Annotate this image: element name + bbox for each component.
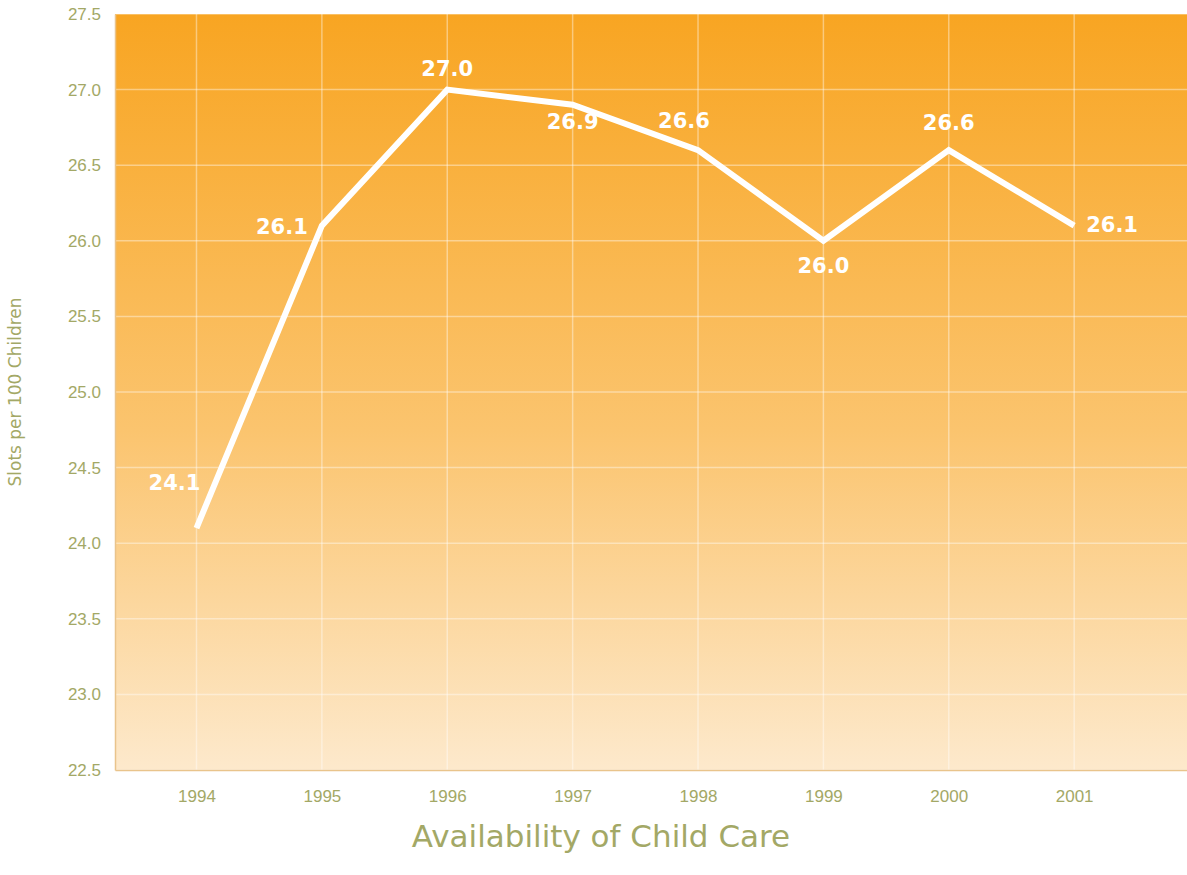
grid-line bbox=[196, 14, 198, 770]
x-tick-label: 1997 bbox=[554, 787, 592, 806]
y-tick-label: 26.0 bbox=[68, 232, 101, 251]
data-label: 24.1 bbox=[149, 471, 201, 495]
plot-background bbox=[115, 14, 1187, 770]
x-tick-label: 1994 bbox=[178, 787, 216, 806]
grid-line bbox=[115, 618, 1187, 620]
x-axis: 1994 1995 1996 1997 1998 1999 2000 2001 bbox=[116, 770, 1187, 806]
data-label: 26.6 bbox=[658, 109, 710, 133]
x-tick: 1996 bbox=[429, 770, 467, 806]
grid-line bbox=[115, 13, 1187, 15]
y-tick: 27.5 bbox=[68, 5, 115, 24]
y-tick: 23.0 bbox=[68, 685, 115, 704]
x-tick-label: 1996 bbox=[429, 787, 467, 806]
grid-line bbox=[115, 240, 1187, 242]
y-tick: 23.5 bbox=[68, 610, 115, 629]
grid-line bbox=[447, 14, 449, 770]
y-tick-label: 27.5 bbox=[68, 5, 101, 24]
plot: 22.5 23.0 23.5 24.0 24.5 25.0 25.5 26.0 26.5 27.0… bbox=[68, 5, 1187, 806]
x-axis-line bbox=[116, 770, 1187, 772]
y-axis-title: Slots per 100 Children bbox=[5, 297, 25, 486]
grid-line bbox=[115, 542, 1187, 544]
data-label: 26.9 bbox=[547, 110, 599, 134]
data-labels: 24.1 26.1 27.0 26.9 26.6 26.0 26.6 26.1 bbox=[149, 57, 1138, 495]
y-tick-label: 22.5 bbox=[68, 761, 101, 780]
y-tick: 24.0 bbox=[68, 534, 115, 553]
x-tick-label: 2000 bbox=[930, 787, 968, 806]
grid-line bbox=[115, 316, 1187, 318]
data-label: 26.1 bbox=[256, 215, 308, 239]
grid-line bbox=[115, 164, 1187, 166]
y-tick-label: 25.5 bbox=[68, 307, 101, 326]
chart-title: Availability of Child Care bbox=[412, 818, 790, 854]
x-tick-label: 1999 bbox=[805, 787, 843, 806]
x-tick: 1999 bbox=[805, 770, 843, 806]
grid bbox=[115, 14, 1187, 770]
chart: 22.5 23.0 23.5 24.0 24.5 25.0 25.5 26.0 26.5 27.0… bbox=[0, 0, 1187, 875]
grid-line bbox=[823, 14, 825, 770]
x-tick: 1997 bbox=[554, 770, 592, 806]
y-tick: 22.5 bbox=[68, 761, 115, 780]
x-tick: 1994 bbox=[178, 770, 216, 806]
grid-line bbox=[1073, 14, 1075, 770]
marks bbox=[196, 90, 1074, 528]
y-tick: 24.5 bbox=[68, 459, 115, 478]
x-tick-label: 1998 bbox=[680, 787, 718, 806]
y-tick-label: 23.0 bbox=[68, 685, 101, 704]
x-tick: 1998 bbox=[680, 770, 718, 806]
x-tick: 2001 bbox=[1056, 770, 1094, 806]
grid-line bbox=[115, 769, 1187, 771]
data-label: 26.1 bbox=[1086, 213, 1138, 237]
grid-line bbox=[321, 14, 323, 770]
y-tick-label: 24.0 bbox=[68, 534, 101, 553]
grid-line bbox=[115, 694, 1187, 696]
x-tick: 1995 bbox=[303, 770, 341, 806]
data-label: 26.6 bbox=[923, 111, 975, 135]
x-tick: 2000 bbox=[930, 770, 968, 806]
y-tick-label: 25.0 bbox=[68, 383, 101, 402]
y-tick: 25.5 bbox=[68, 307, 115, 326]
y-tick: 27.0 bbox=[68, 81, 115, 100]
y-tick-label: 27.0 bbox=[68, 81, 101, 100]
data-label: 27.0 bbox=[421, 57, 473, 81]
grid-line bbox=[115, 89, 1187, 91]
y-tick-label: 24.5 bbox=[68, 459, 101, 478]
data-line bbox=[196, 90, 1074, 528]
y-tick: 25.0 bbox=[68, 383, 115, 402]
y-tick-label: 26.5 bbox=[68, 156, 101, 175]
y-tick: 26.0 bbox=[68, 232, 115, 251]
x-tick-label: 2001 bbox=[1056, 787, 1094, 806]
y-axis: 22.5 23.0 23.5 24.0 24.5 25.0 25.5 26.0 26.5 27.0… bbox=[68, 5, 116, 780]
y-tick: 26.5 bbox=[68, 156, 115, 175]
grid-line bbox=[115, 391, 1187, 393]
x-tick-label: 1995 bbox=[303, 787, 341, 806]
data-label: 26.0 bbox=[797, 254, 849, 278]
y-axis-line bbox=[115, 15, 117, 771]
y-tick-label: 23.5 bbox=[68, 610, 101, 629]
grid-line bbox=[115, 467, 1187, 469]
